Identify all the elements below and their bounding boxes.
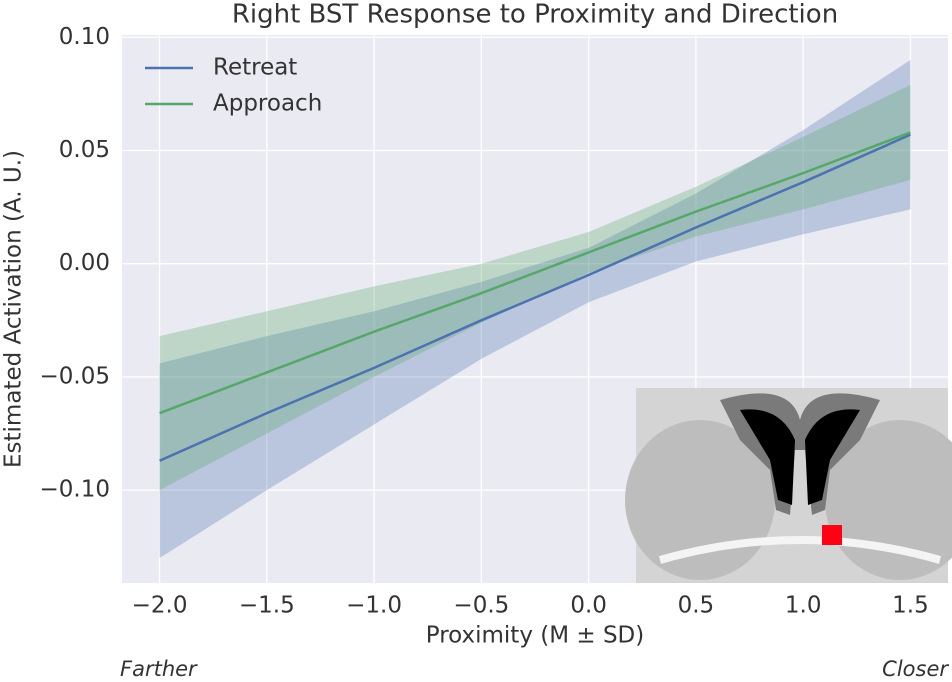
x-tick-label: 0.0 bbox=[570, 593, 607, 619]
y-tick-label: 0.10 bbox=[59, 24, 110, 50]
y-axis-label: Estimated Activation (A. U.) bbox=[1, 150, 27, 468]
brain-inset bbox=[625, 388, 952, 583]
annotation: Closer bbox=[882, 657, 949, 681]
chart-title: Right BST Response to Proximity and Dire… bbox=[232, 0, 838, 30]
legend-label: Retreat bbox=[213, 55, 297, 81]
x-tick-label: −0.5 bbox=[453, 593, 509, 619]
y-tick-label: 0.05 bbox=[59, 137, 110, 163]
y-tick-label: −0.10 bbox=[40, 477, 110, 503]
y-tick-label: 0.00 bbox=[59, 250, 110, 276]
legend-label: Approach bbox=[213, 91, 322, 117]
x-tick-label: 0.5 bbox=[678, 593, 715, 619]
line bbox=[159, 133, 911, 462]
x-tick-label: −1.5 bbox=[239, 593, 295, 619]
y-tick-label: −0.05 bbox=[40, 363, 110, 389]
line bbox=[159, 131, 911, 415]
confidence-band bbox=[159, 59, 911, 559]
x-tick-label: −2.0 bbox=[132, 593, 188, 619]
annotation: Farther bbox=[120, 657, 198, 681]
x-tick-label: −1.0 bbox=[346, 593, 402, 619]
confidence-band bbox=[159, 84, 911, 491]
x-tick-label: 1.5 bbox=[892, 593, 929, 619]
x-axis-label: Proximity (M ± SD) bbox=[426, 623, 645, 649]
x-tick-label: 1.0 bbox=[785, 593, 822, 619]
